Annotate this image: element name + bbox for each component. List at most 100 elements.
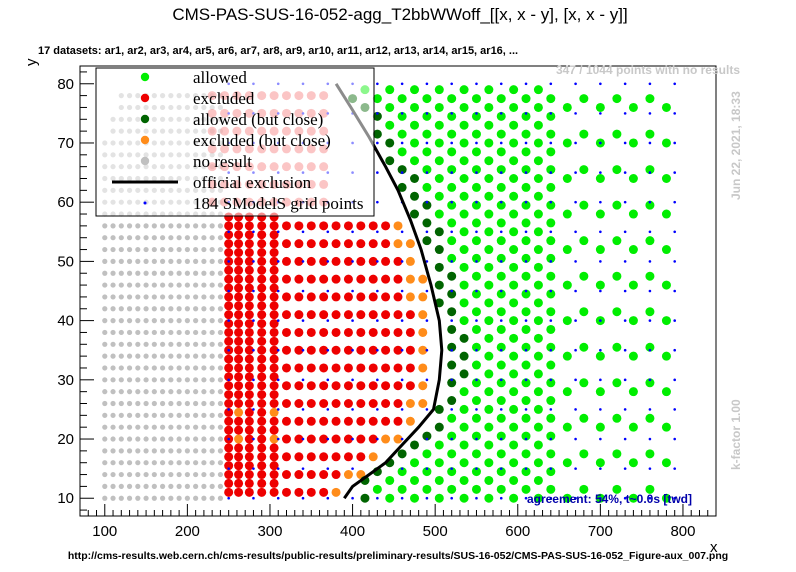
allowed-point — [509, 316, 519, 326]
excluded-point — [224, 407, 234, 417]
noresult-point — [159, 483, 166, 489]
allowed-point — [546, 484, 556, 494]
allowed-point — [496, 129, 506, 139]
allowed-point — [533, 333, 543, 343]
excluded-point — [381, 274, 391, 284]
grid-point — [475, 408, 478, 411]
excluded-close-point — [418, 399, 428, 408]
legend-label-allowed_close: allowed (but close) — [193, 110, 323, 129]
excluded-point — [244, 230, 254, 240]
noresult-point — [126, 436, 133, 442]
excluded-point — [331, 310, 341, 320]
noresult-point — [168, 460, 174, 466]
noresult-point — [217, 341, 224, 347]
allowed-point — [562, 387, 572, 397]
excluded-point — [294, 292, 304, 302]
grid-point — [376, 348, 379, 352]
noresult-point — [209, 448, 215, 454]
excluded-point — [257, 443, 267, 453]
grid-point — [549, 230, 553, 234]
excluded-close-point — [234, 407, 244, 417]
noresult-point — [217, 460, 224, 466]
allowed-point — [459, 120, 469, 130]
excluded-point — [257, 274, 267, 284]
excluded-point — [257, 363, 267, 373]
agreement-text: agreement: 54%, t~0.0s [twd] — [527, 492, 692, 506]
noresult-point — [110, 223, 116, 229]
allowed-point — [533, 458, 543, 468]
footer-url: http://cms-results.web.cern.ch/cms-resul… — [68, 550, 728, 562]
excluded-point — [244, 363, 254, 373]
excluded-point — [393, 345, 403, 355]
grid-point — [450, 200, 453, 204]
excluded-point — [405, 327, 415, 337]
allowed-point — [628, 422, 638, 432]
excluded-point — [244, 461, 254, 471]
excluded-point — [343, 363, 353, 373]
grid-point — [326, 319, 330, 322]
allowed-close-point — [422, 200, 432, 210]
grid-point — [400, 319, 404, 322]
x-tick-label: 100 — [92, 523, 117, 540]
allowed-point — [628, 280, 638, 290]
allowed-point — [661, 138, 671, 148]
excluded-close-point — [418, 310, 428, 320]
grid-point — [376, 230, 379, 234]
noresult-point — [135, 282, 141, 288]
excluded-point — [257, 470, 267, 480]
allowed-point — [562, 422, 572, 432]
allowed-point — [612, 236, 622, 246]
noresult-point — [168, 365, 174, 371]
allowed-point — [459, 298, 469, 308]
allowed-point — [645, 342, 655, 352]
excluded-point — [257, 354, 267, 364]
grid-point — [524, 467, 528, 470]
allowed-point — [496, 182, 506, 192]
excluded-point — [294, 487, 304, 497]
grid-point — [351, 230, 354, 234]
grid-point — [673, 496, 677, 500]
grid-point — [252, 348, 255, 352]
allowed-point — [509, 404, 519, 414]
grid-point — [400, 467, 404, 470]
allowed-point — [546, 413, 556, 423]
excluded-point — [269, 265, 279, 275]
grid-point — [400, 230, 404, 234]
excluded-point — [381, 239, 391, 249]
allowed-point — [459, 227, 469, 237]
noresult-point — [135, 483, 141, 489]
allowed-point — [471, 431, 481, 441]
allowed-point — [546, 431, 556, 441]
noresult-point — [151, 223, 157, 229]
noresult-point — [151, 246, 157, 253]
noresult-point — [102, 318, 108, 324]
excluded-point — [306, 256, 316, 266]
allowed-point — [372, 484, 382, 494]
grid-point — [524, 348, 528, 352]
excluded-point — [269, 274, 279, 284]
noresult-point — [201, 424, 207, 430]
grid-point — [599, 408, 602, 411]
allowed-point — [496, 324, 506, 334]
noresult-point — [168, 353, 174, 359]
noresult-point — [201, 270, 207, 276]
grid-point — [400, 171, 404, 174]
excluded-point — [244, 265, 254, 275]
excluded-point — [393, 274, 403, 284]
grid-point — [648, 348, 652, 352]
noresult-point — [151, 341, 157, 347]
noresult-point — [201, 448, 207, 454]
excluded-point — [224, 230, 234, 240]
grid-point — [499, 289, 503, 293]
excluded-point — [294, 345, 304, 355]
x-axis-label: x — [710, 539, 718, 556]
allowed-point — [434, 493, 444, 503]
noresult-point — [143, 235, 149, 241]
grid-point — [450, 171, 453, 174]
grid-point — [227, 437, 230, 441]
excluded-point — [224, 381, 234, 391]
noresult-point — [201, 223, 207, 229]
excluded-point — [381, 399, 391, 408]
excluded-point — [281, 327, 291, 337]
excluded-point — [368, 274, 378, 284]
